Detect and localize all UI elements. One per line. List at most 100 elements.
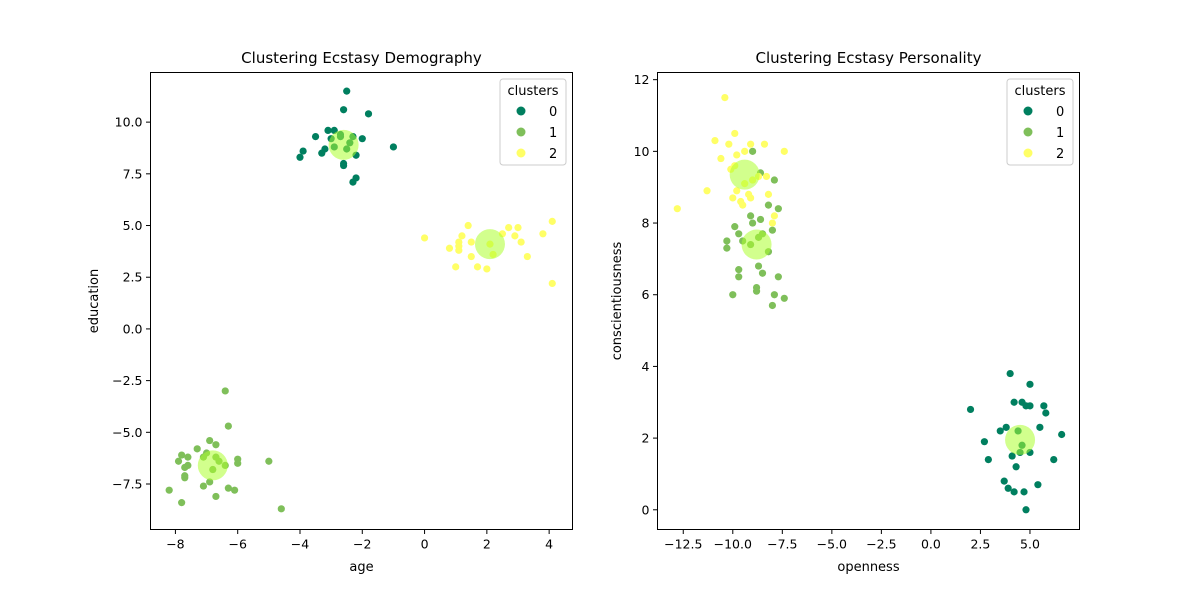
data-point-cluster-1: [212, 441, 220, 449]
demography-plot: Clustering Ecstasy Demography age educat…: [87, 49, 573, 575]
y-tick-label: 2.5: [123, 270, 143, 285]
data-point-cluster-2: [739, 201, 747, 209]
legend-label-0: 0: [1056, 105, 1064, 120]
data-point-cluster-1: [747, 212, 755, 220]
y-tick-label: −2.5: [112, 373, 142, 388]
data-point-cluster-0: [343, 87, 351, 95]
data-point-cluster-1: [193, 445, 201, 453]
data-point-cluster-2: [741, 147, 749, 155]
y-tick-label: 5.0: [123, 218, 143, 233]
data-point-cluster-1: [181, 474, 189, 482]
data-point-cluster-2: [505, 223, 513, 232]
x-tick-label: −7.5: [767, 537, 797, 552]
data-point-cluster-2: [747, 140, 755, 148]
data-point-cluster-2: [452, 263, 460, 271]
legend-marker-0: [1023, 106, 1033, 116]
y-axis-label: conscientiousness: [610, 241, 625, 360]
x-tick-label: −10.0: [714, 537, 752, 552]
x-tick-label: −2: [353, 537, 371, 552]
data-point-cluster-2: [517, 238, 525, 246]
legend-marker-2: [1023, 148, 1033, 158]
data-point-cluster-1: [770, 291, 778, 299]
data-point-cluster-1: [729, 291, 737, 299]
data-point-cluster-0: [1026, 380, 1034, 388]
data-point-cluster-1: [178, 451, 186, 459]
data-point-cluster-0: [349, 178, 357, 186]
x-tick-label: 2.5: [970, 537, 990, 552]
chart-title: Clustering Ecstasy Personality: [756, 49, 982, 67]
data-point-cluster-0: [1020, 488, 1028, 496]
data-point-cluster-2: [483, 265, 491, 273]
legend-box: [1006, 78, 1074, 166]
data-point-cluster-1: [212, 492, 220, 501]
data-point-cluster-0: [318, 149, 326, 157]
legend-marker-1: [1023, 127, 1033, 137]
data-point-cluster-1: [221, 387, 229, 395]
centroid-markers: [729, 159, 1036, 455]
data-point-cluster-2: [711, 137, 719, 145]
data-point-cluster-1: [723, 237, 731, 245]
data-point-cluster-2: [673, 205, 681, 213]
data-point-cluster-1: [165, 486, 173, 494]
centroid-markers: [197, 129, 505, 481]
data-point-cluster-0: [296, 153, 304, 161]
data-point-cluster-1: [748, 219, 757, 227]
data-point-cluster-2: [548, 279, 556, 288]
data-point-cluster-2: [445, 244, 454, 252]
data-point-cluster-1: [224, 484, 232, 492]
data-point-cluster-0: [966, 405, 975, 414]
data-point-cluster-1: [780, 294, 788, 302]
y-tick-label: 2: [642, 431, 650, 446]
data-point-cluster-1: [206, 436, 214, 445]
y-axis-label: education: [87, 269, 102, 334]
data-point-cluster-1: [758, 269, 767, 277]
data-point-cluster-1: [768, 226, 777, 234]
data-point-cluster-2: [731, 129, 739, 138]
data-point-cluster-1: [735, 230, 743, 238]
data-point-cluster-2: [464, 221, 472, 230]
x-tick-label: 0.0: [921, 537, 941, 552]
legend-marker-2: [516, 148, 526, 158]
data-point-cluster-2: [458, 232, 466, 240]
data-point-cluster-2: [721, 93, 729, 102]
cluster-centroid: [729, 159, 760, 190]
data-point-cluster-0: [1012, 463, 1020, 471]
x-tick-label: −6: [228, 537, 246, 552]
y-tick-label: 0.0: [123, 321, 143, 336]
y-tick-label: 12: [634, 72, 650, 87]
legend: clusters 0 1 2: [499, 78, 567, 166]
y-tick-label: 0: [642, 502, 650, 517]
data-point-cluster-0: [311, 133, 320, 141]
legend: clusters 0 1 2: [1006, 78, 1074, 166]
y-tick-label: −5.0: [112, 425, 142, 440]
plot-frame: [150, 72, 573, 530]
data-point-cluster-2: [473, 263, 482, 271]
x-tick-label: −8: [166, 537, 184, 552]
data-point-cluster-0: [1004, 484, 1012, 492]
data-point-cluster-0: [1006, 369, 1014, 378]
data-point-cluster-0: [1058, 430, 1066, 439]
y-tick-label: 4: [642, 359, 650, 374]
legend-label-0: 0: [549, 105, 557, 120]
legend-label-2: 2: [549, 147, 557, 162]
cluster-centroid: [328, 129, 359, 160]
data-point-cluster-2: [780, 147, 788, 155]
data-point-cluster-0: [1022, 506, 1030, 514]
data-point-cluster-0: [996, 427, 1004, 435]
data-point-cluster-1: [752, 287, 761, 295]
y-tick-label: −7.5: [112, 477, 142, 492]
y-tick-label: 8: [642, 216, 650, 231]
data-point-cluster-2: [733, 187, 741, 195]
data-point-cluster-2: [770, 212, 778, 220]
data-point-cluster-2: [548, 217, 556, 225]
data-point-cluster-0: [1036, 423, 1044, 431]
data-point-cluster-2: [768, 219, 777, 227]
data-point-cluster-0: [358, 135, 366, 143]
axis-ticks: −12.5 −10.0 −7.5 −5.0 −2.5 0.0 2.5 5.0 0 2 4 6 8 10 12: [634, 72, 1040, 551]
y-tick-label: 10.0: [115, 115, 143, 130]
cluster-centroid: [474, 229, 505, 260]
data-point-cluster-0: [1026, 402, 1034, 410]
data-point-cluster-1: [774, 273, 782, 281]
data-point-cluster-0: [1000, 477, 1008, 485]
